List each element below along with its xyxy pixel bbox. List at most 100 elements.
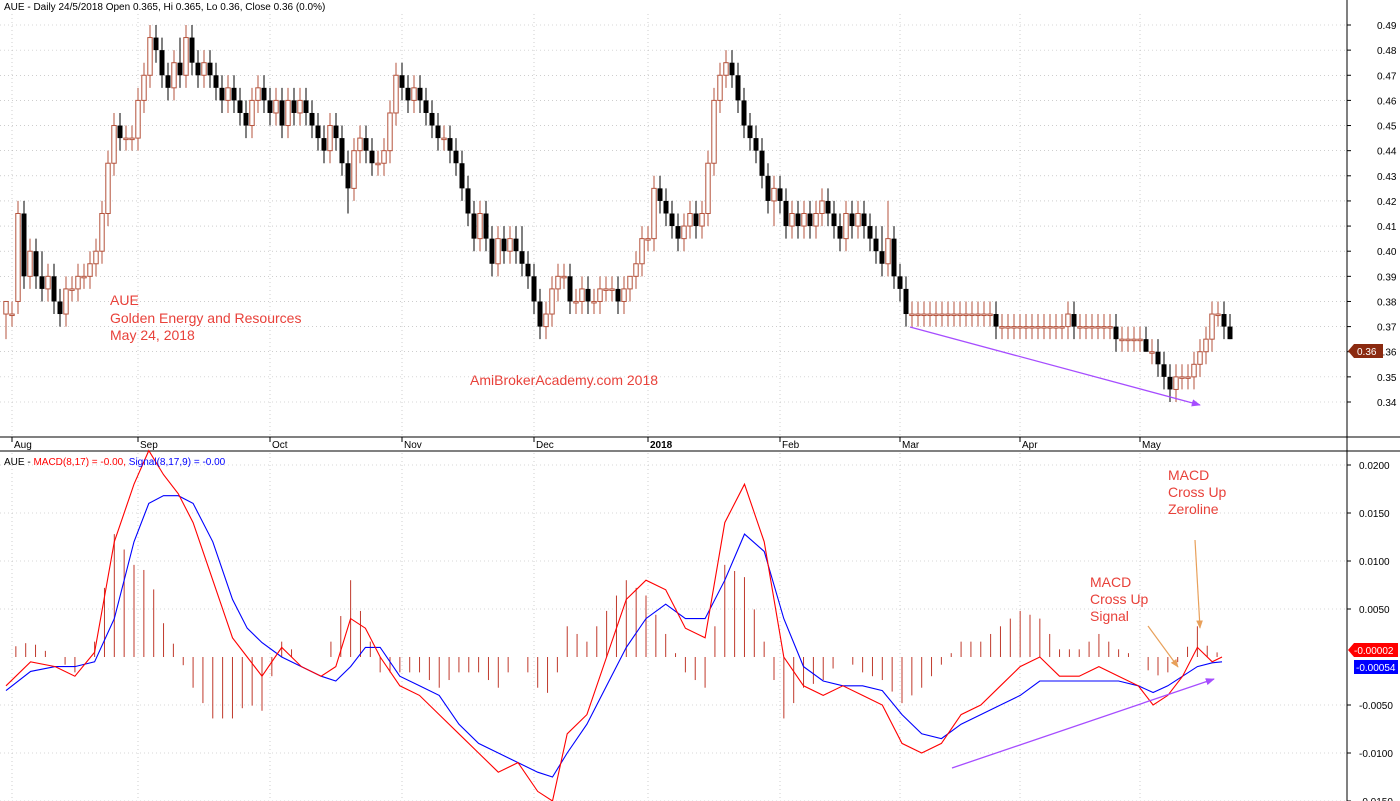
candle-body-up — [87, 263, 93, 277]
candle-body-down — [399, 75, 405, 88]
candle-body-down — [219, 87, 225, 101]
candle-body-up — [963, 313, 969, 317]
candle-body-up — [1047, 326, 1053, 329]
candle-body-up — [699, 213, 705, 227]
candle-body-up — [609, 288, 615, 291]
date-tick-label: Nov — [404, 440, 422, 451]
price-tick-label: 0.35 — [1377, 373, 1397, 384]
candle-body-up — [687, 213, 693, 227]
candle-body-up — [681, 225, 687, 240]
date-tick-label: Feb — [782, 440, 800, 451]
candle-body-down — [345, 163, 351, 189]
candle-body-up — [771, 187, 777, 202]
candle-body-down — [51, 276, 57, 302]
candle-body-down — [177, 62, 183, 76]
candle-body-up — [123, 137, 129, 141]
candle-body-down — [531, 276, 537, 302]
candle-body-up — [93, 250, 99, 265]
candle-body-up — [621, 288, 627, 302]
candle-body-up — [27, 250, 33, 277]
candle-body-down — [657, 188, 663, 201]
candle-body-up — [921, 313, 927, 317]
candle-body-down — [189, 37, 195, 63]
candle-body-up — [939, 313, 945, 317]
candle-body-up — [957, 313, 963, 317]
candle-body-down — [417, 87, 423, 101]
candle-body-down — [453, 150, 459, 164]
candle-body-down — [501, 238, 507, 252]
candle-body-up — [909, 313, 915, 317]
candle-body-down — [369, 150, 375, 164]
macd-badge-value: -0.00002 — [1354, 646, 1394, 657]
candle-body-up — [1131, 338, 1137, 342]
watermark: AmiBrokerAcademy.com 2018 — [470, 372, 658, 388]
candle-body-up — [387, 112, 393, 152]
candle-body-down — [903, 288, 909, 315]
candle-body-down — [675, 226, 681, 239]
candle-body-down — [267, 100, 273, 113]
candle-body-down — [513, 238, 519, 252]
candle-body-up — [1185, 376, 1191, 379]
candle-body-up — [1023, 326, 1029, 329]
candle-body-up — [717, 74, 723, 101]
candle-body-up — [1203, 338, 1209, 353]
company-name: Golden Energy and Resources — [110, 310, 301, 326]
candle-body-down — [795, 213, 801, 227]
macd-header-prefix: AUE - — [4, 457, 33, 468]
candle-body-down — [321, 138, 327, 151]
candle-body-up — [1137, 338, 1143, 342]
candle-body-down — [423, 100, 429, 113]
candle-body-down — [735, 75, 741, 101]
price-tick-label: 0.38 — [1377, 297, 1397, 308]
signal-badge: -0.00054 — [1354, 660, 1398, 674]
candle-body-down — [333, 125, 339, 139]
candle-body-down — [993, 314, 999, 327]
date-tick-label: Apr — [1022, 440, 1038, 451]
candle-body-up — [933, 313, 939, 317]
macd-header-macd: MACD(8,17) = -0.00, — [33, 457, 126, 468]
candle-body-up — [99, 213, 105, 252]
date-tick-label: Oct — [272, 440, 288, 451]
candle-body-down — [39, 276, 45, 289]
candle-body-up — [555, 275, 561, 290]
candle-body-down — [759, 150, 765, 176]
candle-body-down — [585, 288, 591, 302]
candle-body-up — [357, 137, 363, 152]
macd-lines — [5, 449, 1223, 801]
price-tick-label: 0.46 — [1377, 96, 1397, 107]
candle-body-down — [279, 100, 285, 126]
macd-zero-callout-3: Zeroline — [1168, 501, 1219, 517]
signal-line — [5, 495, 1223, 778]
candle-body-up — [579, 288, 585, 302]
candle-body-down — [315, 125, 321, 139]
candle-body-up — [225, 87, 231, 101]
price-tick-label: 0.47 — [1377, 71, 1397, 82]
candle-body-down — [459, 163, 465, 189]
candle-body-down — [765, 175, 771, 201]
candle-body-down — [363, 138, 369, 151]
candle-body-down — [1143, 339, 1149, 352]
candle-body-up — [711, 99, 717, 164]
candle-body-down — [777, 188, 783, 201]
axis-labels: 0.34 0.35 0.36 0.37 0.38 0.39 0.40 0.41 0.42 0.43… — [14, 21, 1397, 801]
candle-body-up — [723, 62, 729, 76]
candle-body-down — [891, 238, 897, 277]
candle-body-up — [69, 288, 75, 291]
candle-body-up — [375, 162, 381, 166]
candle-body-up — [327, 125, 333, 152]
candle-body-up — [1197, 351, 1203, 365]
candle-body-up — [75, 275, 81, 290]
date-tick-label: Dec — [536, 440, 554, 451]
price-tick-label: 0.48 — [1377, 46, 1397, 57]
candle-body-down — [483, 213, 489, 239]
candle-body-up — [135, 99, 141, 139]
candle-body-up — [441, 137, 447, 141]
candle-body-up — [651, 187, 657, 240]
candle-body-up — [945, 313, 951, 317]
price-tick-label: 0.37 — [1377, 323, 1397, 334]
candle-body-down — [57, 301, 63, 315]
candle-body-down — [837, 226, 843, 239]
candle-body-up — [1083, 326, 1089, 329]
